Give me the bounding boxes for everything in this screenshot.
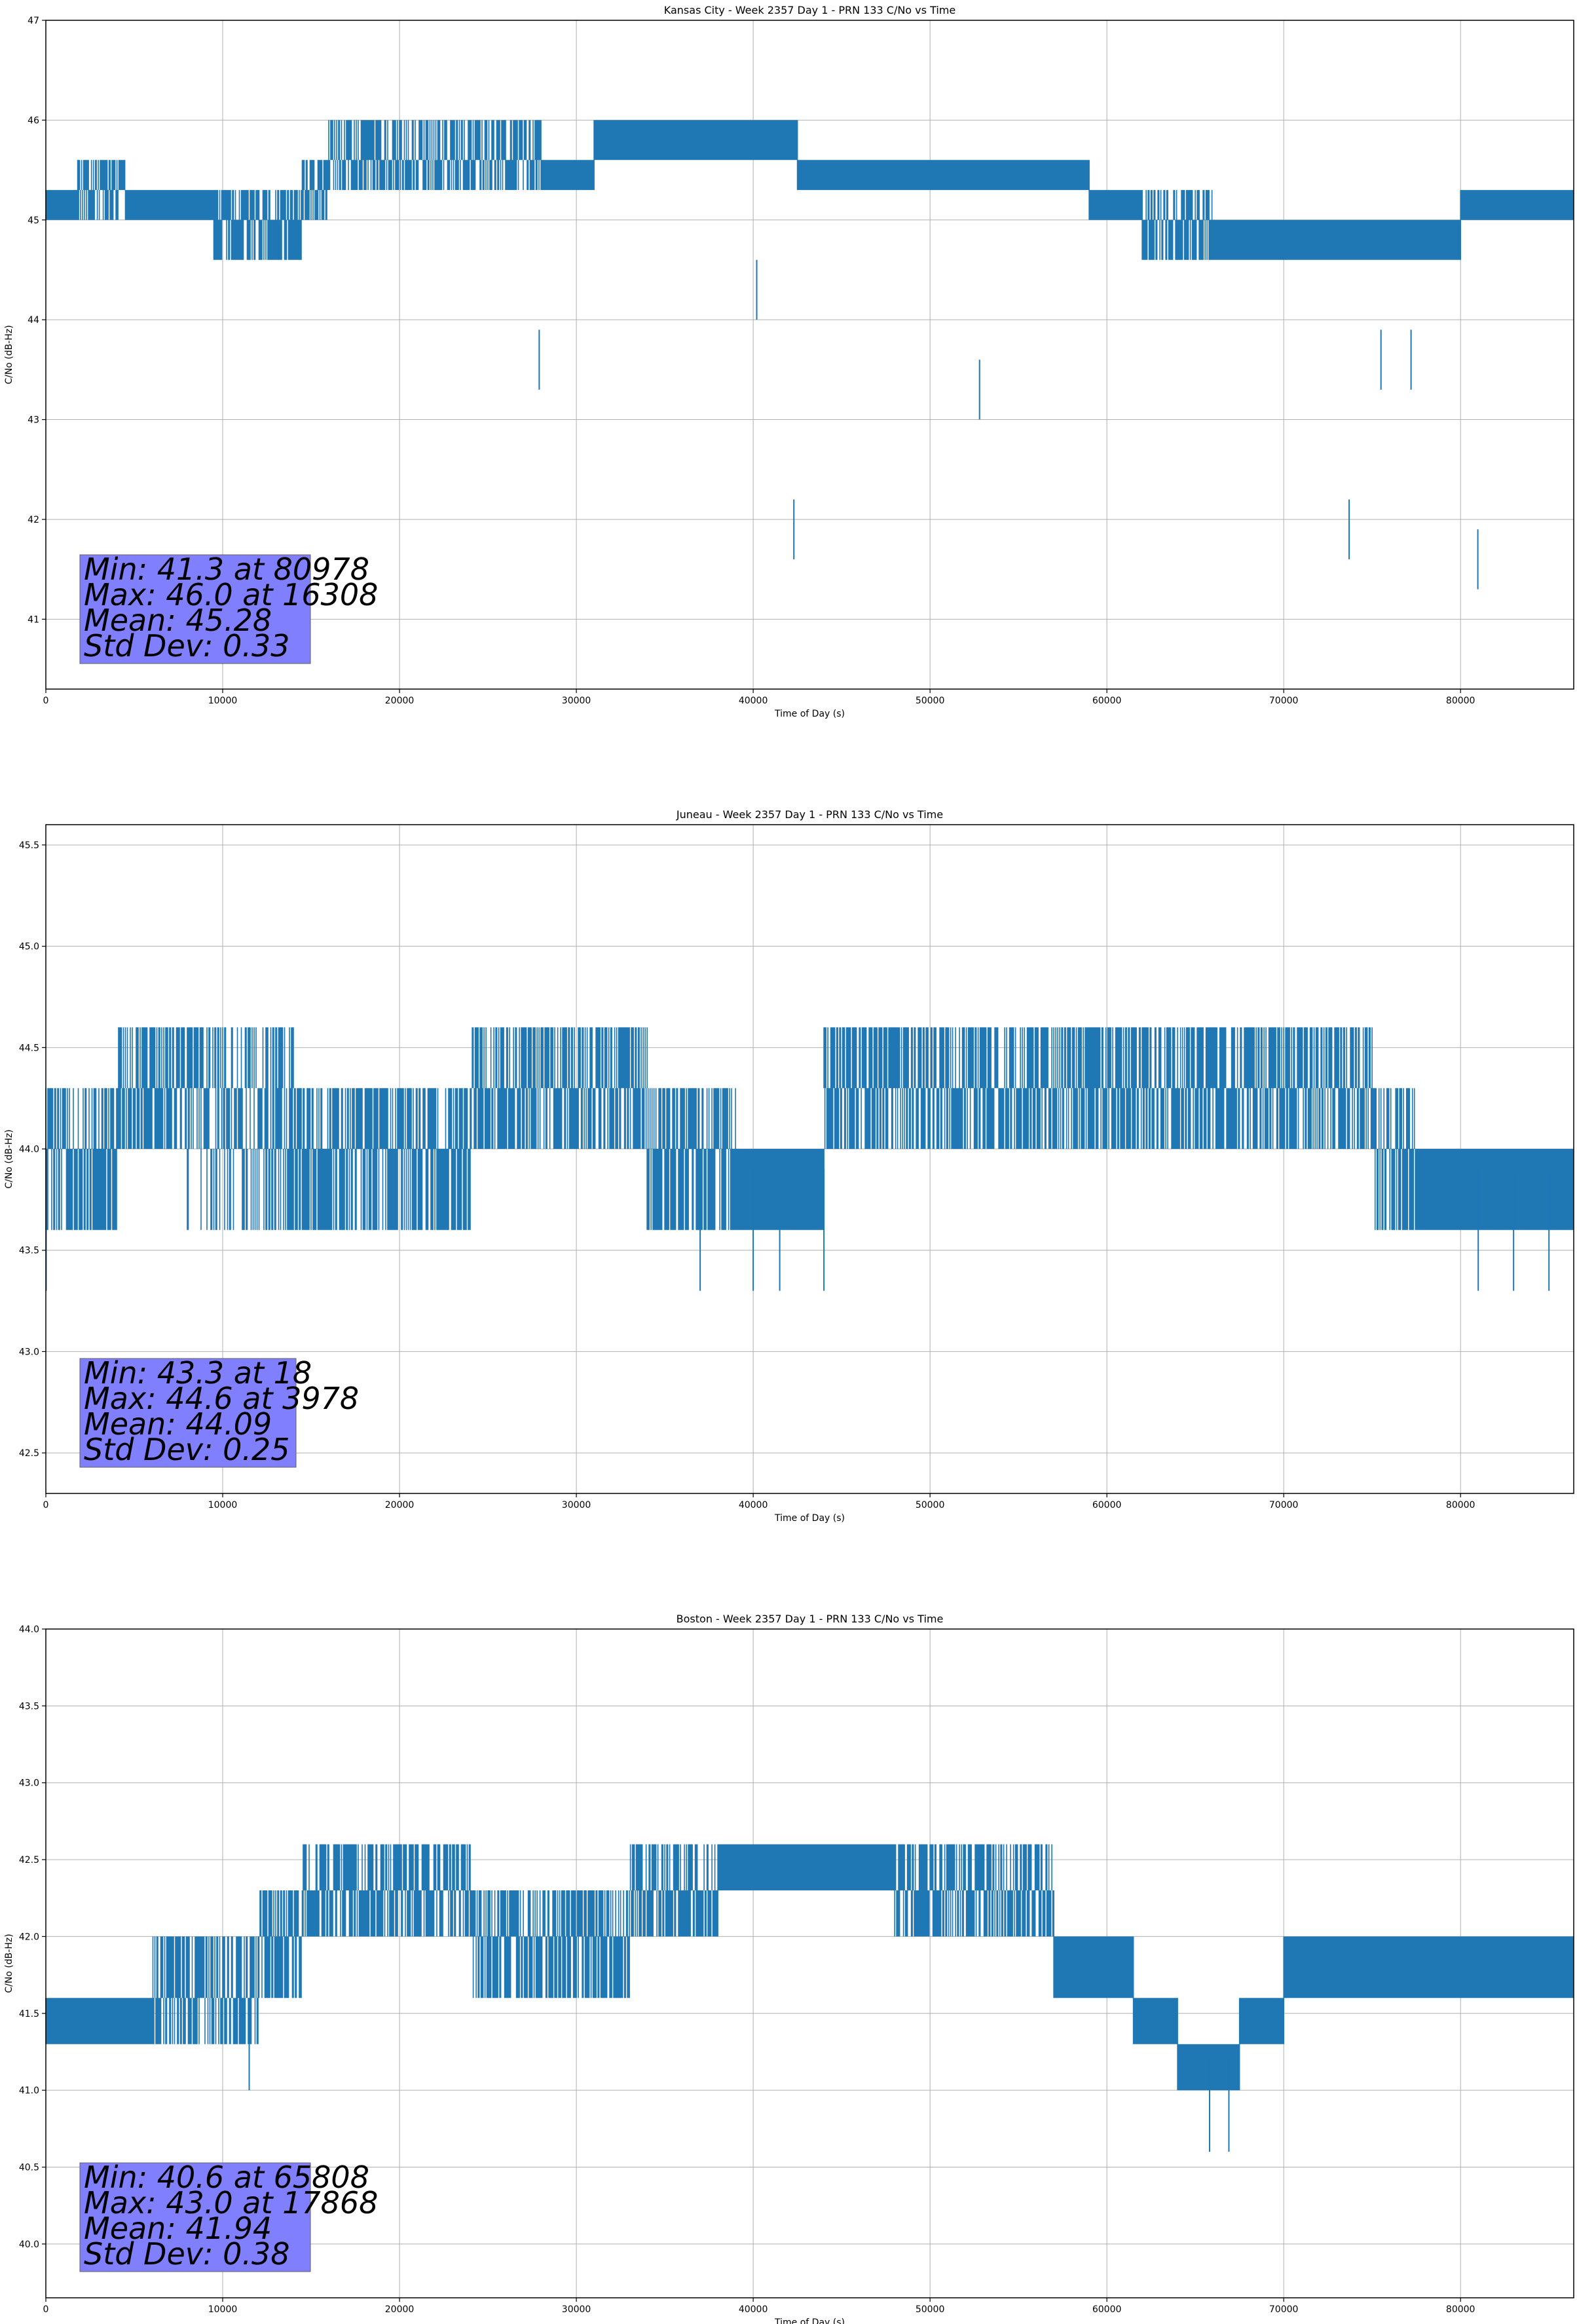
y-tick-label: 43.5 bbox=[19, 1246, 39, 1256]
x-tick-label: 50000 bbox=[916, 2304, 945, 2315]
y-tick-label: 45 bbox=[28, 216, 39, 226]
y-tick-label: 40.5 bbox=[19, 2162, 39, 2173]
subplot-1: 0 10000 20000 30000 40000 50000 60000 70000 8000… bbox=[4, 4, 1574, 719]
y-tick-label: 44 bbox=[28, 315, 39, 326]
stats-line: Std Dev: 0.33 bbox=[84, 628, 290, 664]
x-tick-label: 60000 bbox=[1092, 1500, 1122, 1510]
x-tick-label: 20000 bbox=[385, 2304, 415, 2315]
axes-frame bbox=[45, 20, 1574, 690]
x-axis-label: Time of Day (s) bbox=[774, 709, 845, 719]
stats-line: Min: 40.6 at 65808 bbox=[84, 2160, 369, 2195]
x-tick-label: 50000 bbox=[916, 1500, 945, 1510]
stats-box bbox=[79, 554, 311, 664]
x-tick-label: 10000 bbox=[208, 1500, 238, 1510]
stats-line: Max: 43.0 at 17868 bbox=[84, 2185, 378, 2221]
y-tick-label: 40.0 bbox=[19, 2240, 39, 2250]
y-tick-label: 41 bbox=[28, 614, 39, 625]
chart-title: Boston - Week 2357 Day 1 - PRN 133 C/No … bbox=[677, 1613, 944, 1625]
y-tick-label: 46 bbox=[28, 115, 39, 126]
y-axis-label: C/No (dB-Hz) bbox=[4, 325, 14, 384]
x-tick-label: 0 bbox=[43, 2304, 49, 2315]
y-tick-label: 41.5 bbox=[19, 2009, 39, 2019]
stats-line: Min: 41.3 at 80978 bbox=[84, 552, 369, 587]
x-tick-label: 20000 bbox=[385, 1500, 415, 1510]
x-tick-label: 60000 bbox=[1092, 696, 1122, 706]
y-tick-label: 42.5 bbox=[19, 1448, 39, 1459]
stats-line: Mean: 44.09 bbox=[84, 1406, 272, 1442]
subplot-2: 0 10000 20000 30000 40000 50000 60000 70000 8000… bbox=[4, 808, 1574, 1524]
x-tick-label: 80000 bbox=[1446, 1500, 1475, 1510]
y-tick-label: 45.0 bbox=[19, 942, 39, 952]
x-tick-label: 70000 bbox=[1269, 696, 1299, 706]
axes-frame bbox=[45, 824, 1574, 1494]
y-tick-label: 44.0 bbox=[19, 1144, 39, 1155]
x-axis-label: Time of Day (s) bbox=[774, 1513, 845, 1524]
y-tick-label: 42.5 bbox=[19, 1855, 39, 1865]
y-tick-label: 43.0 bbox=[19, 1347, 39, 1357]
y-tick-label: 43 bbox=[28, 415, 39, 426]
x-tick-label: 30000 bbox=[562, 696, 591, 706]
x-tick-label: 60000 bbox=[1092, 2304, 1122, 2315]
axes-frame bbox=[45, 1628, 1574, 2298]
x-tick-label: 70000 bbox=[1269, 1500, 1299, 1510]
stats-line: Max: 46.0 at 16308 bbox=[84, 577, 378, 612]
stats-box bbox=[79, 1358, 297, 1468]
x-tick-label: 0 bbox=[43, 696, 49, 706]
stats-line: Mean: 45.28 bbox=[84, 603, 272, 638]
x-tick-label: 70000 bbox=[1269, 2304, 1299, 2315]
x-tick-label: 40000 bbox=[739, 2304, 768, 2315]
stats-line: Std Dev: 0.38 bbox=[84, 2236, 290, 2272]
stats-line: Min: 43.3 at 18 bbox=[84, 1355, 312, 1391]
stats-line: Mean: 41.94 bbox=[84, 2211, 272, 2246]
y-tick-label: 43.0 bbox=[19, 1778, 39, 1789]
x-tick-label: 10000 bbox=[208, 2304, 238, 2315]
chart-title: Kansas City - Week 2357 Day 1 - PRN 133 … bbox=[664, 4, 955, 16]
stats-line: Max: 44.6 at 3978 bbox=[84, 1381, 359, 1416]
x-tick-label: 30000 bbox=[562, 2304, 591, 2315]
y-tick-label: 42 bbox=[28, 515, 39, 525]
x-tick-label: 80000 bbox=[1446, 696, 1475, 706]
x-tick-label: 50000 bbox=[916, 696, 945, 706]
y-tick-label: 45.5 bbox=[19, 840, 39, 851]
subplot-3: 0 10000 20000 30000 40000 50000 60000 70000 8000… bbox=[4, 1613, 1574, 2324]
y-tick-label: 41.0 bbox=[19, 2086, 39, 2096]
x-tick-label: 20000 bbox=[385, 696, 415, 706]
x-tick-label: 40000 bbox=[739, 696, 768, 706]
x-axis-label: Time of Day (s) bbox=[774, 2317, 845, 2324]
chart-title: Juneau - Week 2357 Day 1 - PRN 133 C/No … bbox=[676, 808, 943, 821]
y-axis-label: C/No (dB-Hz) bbox=[4, 1934, 14, 1993]
stats-box bbox=[79, 2162, 311, 2272]
y-axis-label: C/No (dB-Hz) bbox=[4, 1129, 14, 1188]
y-tick-label: 47 bbox=[28, 16, 39, 26]
y-tick-label: 44.0 bbox=[19, 1624, 39, 1635]
y-tick-label: 44.5 bbox=[19, 1043, 39, 1053]
stats-line: Std Dev: 0.25 bbox=[84, 1432, 290, 1467]
y-tick-label: 42.0 bbox=[19, 1932, 39, 1942]
x-tick-label: 40000 bbox=[739, 1500, 768, 1510]
x-tick-label: 30000 bbox=[562, 1500, 591, 1510]
y-tick-label: 43.5 bbox=[19, 1701, 39, 1712]
x-tick-label: 10000 bbox=[208, 696, 238, 706]
x-tick-label: 0 bbox=[43, 1500, 49, 1510]
x-tick-label: 80000 bbox=[1446, 2304, 1475, 2315]
